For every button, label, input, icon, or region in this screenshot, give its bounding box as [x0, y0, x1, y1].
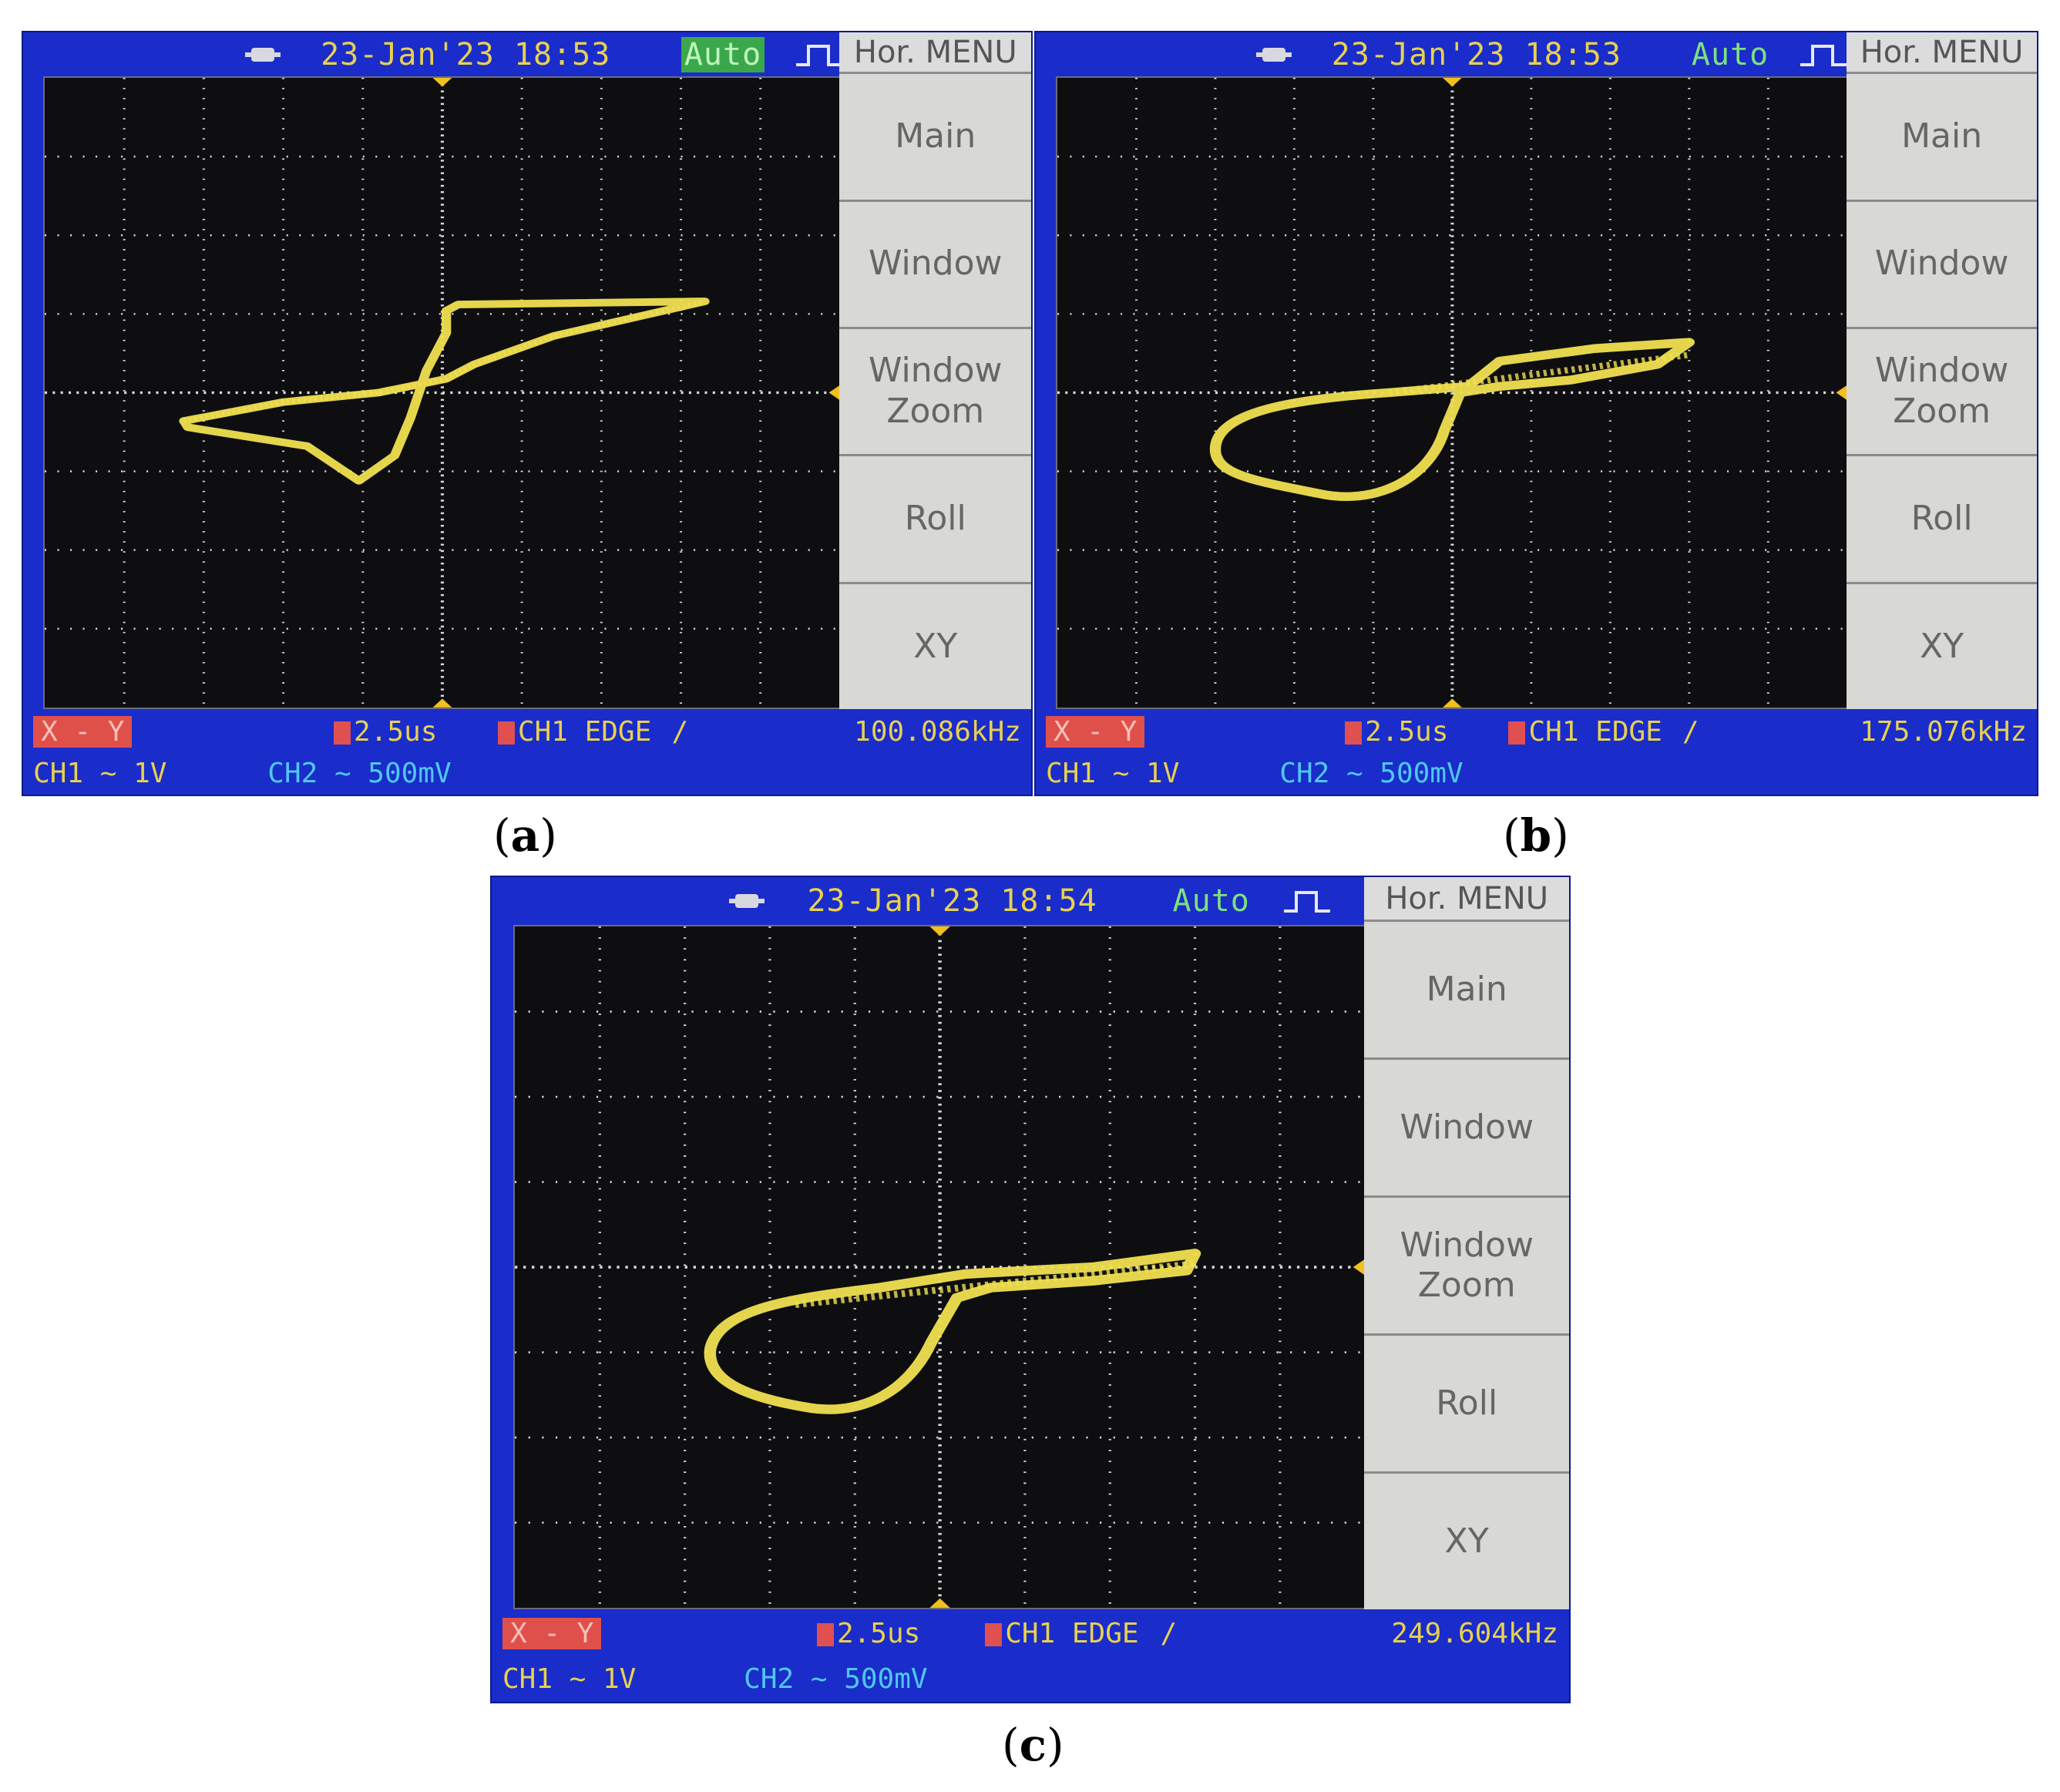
- timebase: 2.5us: [816, 1618, 920, 1649]
- caption-c: (c): [1002, 1719, 1064, 1771]
- m-marker-icon: [816, 1623, 834, 1647]
- frequency-readout: 100.086kHz: [854, 715, 1021, 748]
- m-marker-icon: [1345, 721, 1363, 745]
- menu-item-window-zoom[interactable]: Window Zoom: [1847, 326, 2037, 455]
- waveform-display: [512, 925, 1367, 1610]
- menu-item-roll[interactable]: Roll: [839, 454, 1031, 582]
- ch2-scale: CH2 ~ 500mV: [744, 1663, 928, 1696]
- trigger-marker-bottom: [432, 698, 452, 708]
- menu-item-window[interactable]: Window: [1847, 199, 2037, 327]
- datetime: 23-Jan'23 18:53: [1331, 36, 1621, 72]
- xy-mode-badge: X - Y: [33, 715, 133, 748]
- oscilloscope-panel-c: 23-Jan'23 18:54 Auto Hor. MENU Main Wind…: [490, 876, 1571, 1703]
- menu-title: Hor. MENU: [839, 32, 1031, 72]
- m-marker-icon: [334, 721, 351, 745]
- datetime: 23-Jan'23 18:53: [321, 36, 611, 72]
- t-marker-icon: [497, 721, 515, 745]
- level-marker-right: [828, 385, 841, 401]
- status-bar: 23-Jan'23 18:54 Auto: [492, 877, 1569, 925]
- caption-a: (a): [493, 809, 557, 862]
- trigger-marker-bottom: [929, 1598, 950, 1609]
- xy-mode-badge: X - Y: [1045, 715, 1145, 748]
- acquisition-mode: Auto: [1172, 883, 1250, 920]
- usb-icon: [244, 46, 281, 63]
- t-marker-icon: [1508, 721, 1526, 745]
- menu-item-xy[interactable]: XY: [1364, 1471, 1569, 1610]
- xy-trace: [1209, 338, 1695, 502]
- waveform-display: [1055, 76, 1849, 710]
- caption-b: (b): [1503, 809, 1569, 862]
- menu-item-window-zoom[interactable]: Window Zoom: [1364, 1195, 1569, 1334]
- timebase: 2.5us: [334, 716, 437, 748]
- menu-item-main[interactable]: Main: [839, 72, 1031, 200]
- level-marker-right: [1353, 1259, 1366, 1276]
- channel-status: X - Y 2.5us CH1 EDGE / 249.604kHz CH1 ~ …: [492, 1611, 1569, 1702]
- pulse-icon: [795, 42, 844, 68]
- menu-item-window[interactable]: Window: [1364, 1057, 1569, 1196]
- xy-trace: [179, 298, 710, 486]
- channel-status: X - Y 2.5us CH1 EDGE / 100.086kHz CH1 ~ …: [23, 711, 1031, 795]
- acquisition-mode: Auto: [681, 36, 765, 72]
- menu-item-xy[interactable]: XY: [1847, 581, 2037, 710]
- menu-item-roll[interactable]: Roll: [1847, 454, 2037, 582]
- trigger-source: CH1 EDGE: [1508, 716, 1662, 748]
- menu-item-main[interactable]: Main: [1847, 72, 2037, 200]
- trigger-source: CH1 EDGE: [497, 716, 651, 748]
- usb-icon: [728, 893, 765, 909]
- timebase: 2.5us: [1345, 716, 1449, 748]
- ch2-scale: CH2 ~ 500mV: [1279, 758, 1464, 790]
- acquisition-mode: Auto: [1691, 36, 1769, 72]
- channel-status: X - Y 2.5us CH1 EDGE / 175.076kHz CH1 ~ …: [1036, 711, 2037, 795]
- status-bar: 23-Jan'23 18:53 Auto: [23, 32, 1031, 76]
- trigger-marker-top: [432, 78, 452, 87]
- menu-item-xy[interactable]: XY: [839, 581, 1031, 710]
- ch1-scale: CH1 ~ 1V: [1045, 758, 1180, 790]
- xy-trace: [704, 1249, 1201, 1414]
- oscilloscope-panel-b: 23-Jan'23 18:53 Auto Hor. MENU Main Wind…: [1034, 31, 2038, 796]
- frequency-readout: 249.604kHz: [1391, 1618, 1559, 1650]
- level-marker-right: [1836, 385, 1847, 401]
- trigger-slope: /: [671, 715, 689, 748]
- xy-mode-badge: X - Y: [502, 1618, 602, 1650]
- trigger-slope: /: [1160, 1618, 1178, 1650]
- trigger-slope: /: [1682, 715, 1699, 748]
- ch1-scale: CH1 ~ 1V: [33, 758, 167, 790]
- horizontal-menu: Hor. MENU Main Window Window Zoom Roll X…: [1364, 877, 1569, 1612]
- pulse-icon: [1799, 42, 1848, 68]
- trigger-marker-top: [1443, 78, 1462, 87]
- horizontal-menu: Hor. MENU Main Window Window Zoom Roll X…: [1847, 32, 2037, 711]
- graticule: [514, 926, 1366, 1609]
- trigger-source: CH1 EDGE: [985, 1618, 1139, 1649]
- usb-icon: [1255, 46, 1292, 63]
- menu-item-window[interactable]: Window: [839, 199, 1031, 327]
- menu-item-roll[interactable]: Roll: [1364, 1333, 1569, 1472]
- ch1-scale: CH1 ~ 1V: [502, 1663, 637, 1696]
- menu-title: Hor. MENU: [1847, 32, 2037, 72]
- horizontal-menu: Hor. MENU Main Window Window Zoom Roll X…: [839, 32, 1031, 711]
- ch2-scale: CH2 ~ 500mV: [267, 758, 452, 790]
- menu-item-window-zoom[interactable]: Window Zoom: [839, 326, 1031, 455]
- t-marker-icon: [985, 1623, 1003, 1647]
- trigger-marker-bottom: [1443, 698, 1462, 708]
- menu-title: Hor. MENU: [1364, 877, 1569, 920]
- status-bar: 23-Jan'23 18:53 Auto: [1036, 32, 2037, 76]
- pulse-icon: [1282, 888, 1332, 914]
- menu-item-main[interactable]: Main: [1364, 920, 1569, 1058]
- datetime: 23-Jan'23 18:54: [807, 883, 1097, 920]
- waveform-display: [43, 76, 842, 710]
- oscilloscope-panel-a: 23-Jan'23 18:53 Auto Hor. MENU Main Wind…: [22, 31, 1033, 796]
- graticule: [1057, 78, 1847, 708]
- frequency-readout: 175.076kHz: [1860, 715, 2028, 748]
- trigger-marker-top: [929, 926, 950, 936]
- graticule: [45, 78, 841, 708]
